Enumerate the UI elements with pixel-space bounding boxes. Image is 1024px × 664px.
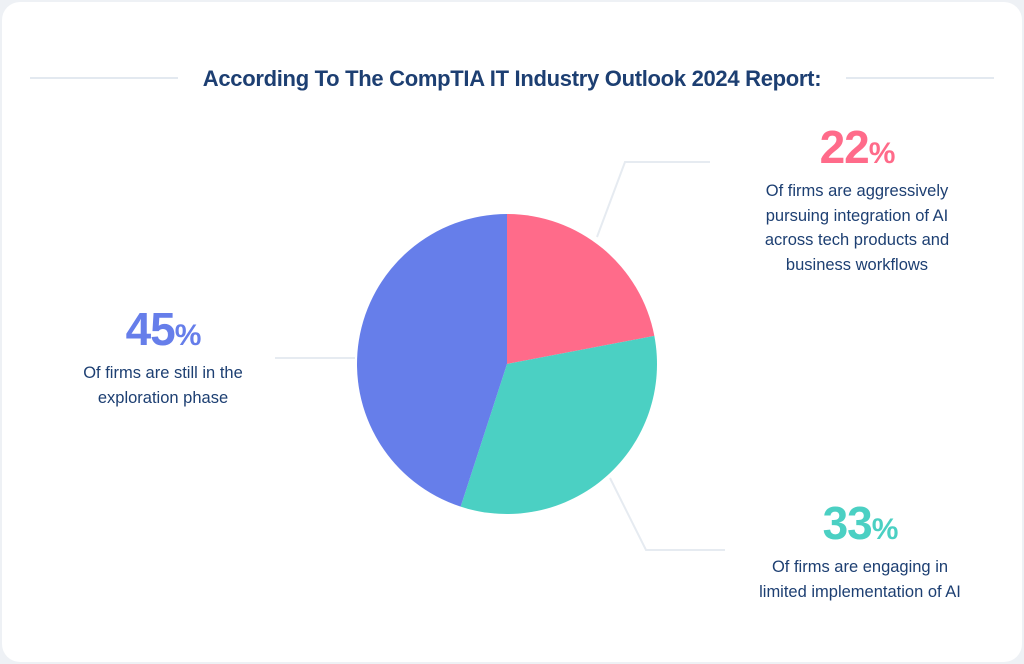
description-22: Of firms are aggressively pursuing integ… bbox=[764, 182, 950, 274]
pie-slice-22 bbox=[507, 214, 655, 364]
pie-slice-33 bbox=[460, 335, 657, 514]
title-rule-right bbox=[846, 77, 994, 79]
title-rule-left bbox=[30, 77, 178, 79]
chart-title: According To The CompTIA IT Industry Out… bbox=[202, 66, 822, 91]
description-33: Of firms are engaging in limited impleme… bbox=[759, 558, 961, 601]
leader-line-33 bbox=[609, 477, 725, 551]
value-33: 33% bbox=[822, 497, 899, 549]
value-45: 45% bbox=[125, 303, 202, 355]
description-45: Of firms are still in the exploration ph… bbox=[83, 364, 243, 407]
leader-line-22 bbox=[596, 161, 710, 238]
pie-slice-45 bbox=[357, 214, 507, 507]
label-22: 22% Of firms are aggressively pursuing i… bbox=[712, 122, 1002, 277]
label-33: 33% Of firms are engaging in limited imp… bbox=[715, 498, 1005, 604]
label-45: 45% Of firms are still in the exploratio… bbox=[30, 304, 296, 410]
value-22: 22% bbox=[819, 121, 896, 173]
